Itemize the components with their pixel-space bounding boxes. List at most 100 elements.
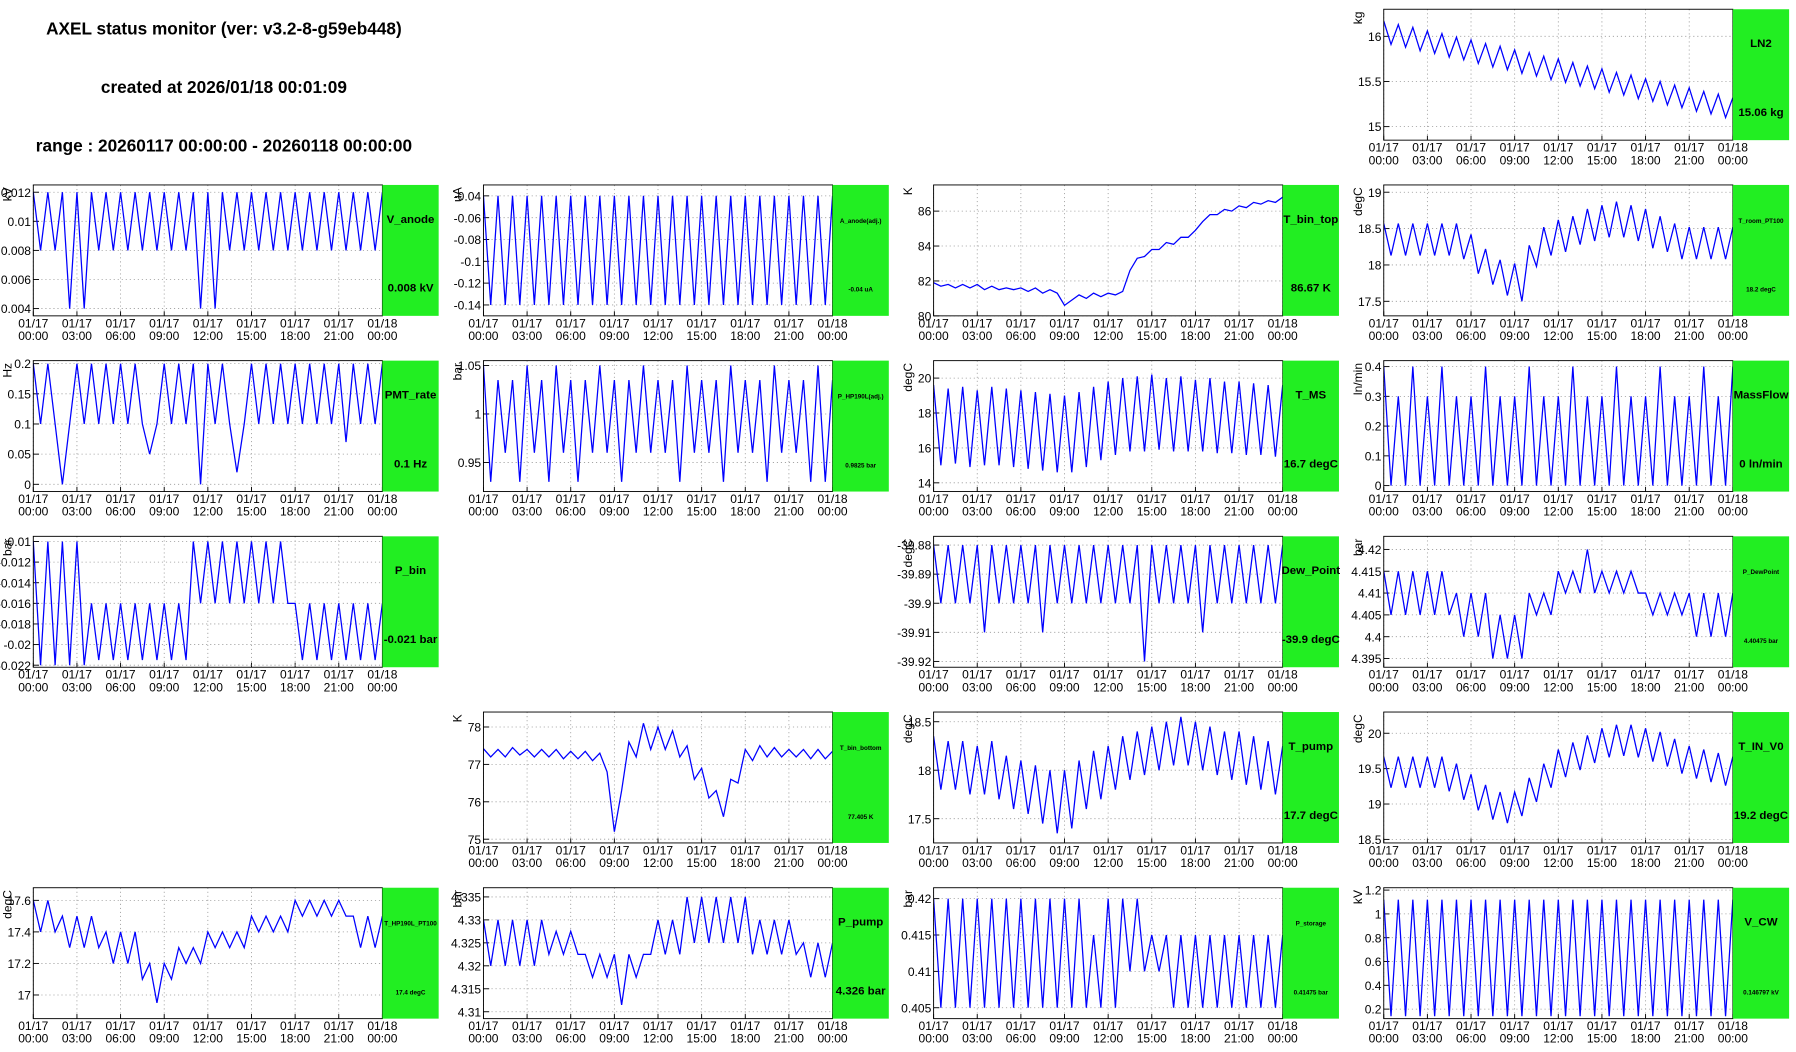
y-axis-label: degC <box>901 363 915 392</box>
x-tick-date: 01/17 <box>919 492 949 506</box>
x-tick-date: 01/17 <box>1093 1019 1123 1033</box>
x-tick-date: 01/17 <box>962 1019 992 1033</box>
y-tick-label: 0.41 <box>908 965 932 979</box>
x-tick-date: 01/17 <box>149 668 179 682</box>
x-tick-time: 18:00 <box>1630 1032 1660 1046</box>
y-tick-label: 84 <box>918 240 932 254</box>
x-tick-time: 00:00 <box>468 856 498 870</box>
x-tick-time: 21:00 <box>774 856 804 870</box>
status-name: T_MS <box>1296 390 1327 402</box>
y-tick-label: 0.3 <box>1365 390 1382 404</box>
x-tick-time: 18:00 <box>280 329 310 343</box>
x-tick-date: 01/17 <box>687 316 717 330</box>
status-value: -39.9 degC <box>1282 634 1340 646</box>
x-tick-time: 18:00 <box>280 505 310 519</box>
status-box <box>1732 887 1790 1019</box>
status-name: T_bin_top <box>1283 214 1338 226</box>
x-tick-date: 01/17 <box>1049 316 1079 330</box>
x-tick-time: 15:00 <box>1587 1032 1617 1046</box>
y-tick-label: 19 <box>1368 798 1382 812</box>
x-tick-date: 01/17 <box>512 316 542 330</box>
status-value: 4.40475 bar <box>1744 638 1779 645</box>
x-tick-time: 03:00 <box>512 329 542 343</box>
y-tick-label: 0.6 <box>1365 955 1382 969</box>
x-tick-time: 21:00 <box>324 1032 354 1046</box>
status-name: T_bin_bottom <box>840 745 882 752</box>
status-box <box>832 184 889 316</box>
panel: 01/1700:0001/1703:0001/1706:0001/1709:00… <box>901 887 1339 1046</box>
data-line <box>483 723 833 832</box>
x-tick-date: 01/17 <box>774 492 804 506</box>
x-tick-time: 12:00 <box>1543 505 1573 519</box>
x-tick-date: 01/17 <box>105 1019 135 1033</box>
x-tick-date: 01/17 <box>1224 1019 1254 1033</box>
x-tick-date: 01/17 <box>193 668 223 682</box>
x-tick-time: 18:00 <box>730 329 760 343</box>
status-name: V_anode <box>387 214 435 226</box>
y-tick-label: 80 <box>918 309 932 323</box>
x-tick-time: 00:00 <box>817 329 847 343</box>
status-box <box>1732 536 1790 668</box>
x-tick-time: 00:00 <box>919 329 949 343</box>
x-tick-date: 01/17 <box>1137 843 1167 857</box>
x-tick-date: 01/17 <box>1049 492 1079 506</box>
x-tick-date: 01/17 <box>1137 492 1167 506</box>
x-tick-date: 01/17 <box>1369 668 1399 682</box>
x-tick-date: 01/17 <box>556 1019 586 1033</box>
x-tick-time: 12:00 <box>643 505 673 519</box>
panel: 01/1700:0001/1703:0001/1706:0001/1709:00… <box>0 887 439 1046</box>
data-line <box>933 716 1283 834</box>
x-tick-date: 01/17 <box>599 1019 629 1033</box>
panel: 01/1700:0001/1703:0001/1706:0001/1709:00… <box>901 360 1339 519</box>
x-tick-date: 01/17 <box>1224 316 1254 330</box>
x-tick-time: 03:00 <box>62 680 92 694</box>
x-tick-time: 00:00 <box>367 505 397 519</box>
x-tick-date: 01/17 <box>1456 141 1486 155</box>
x-tick-time: 00:00 <box>468 329 498 343</box>
panel: 01/1700:0001/1703:0001/1706:0001/1709:00… <box>1351 8 1790 167</box>
y-tick-label: 0.8 <box>1365 931 1382 945</box>
x-tick-date: 01/17 <box>1587 843 1617 857</box>
x-tick-date: 01/17 <box>280 316 310 330</box>
x-tick-date: 01/17 <box>18 316 48 330</box>
y-tick-label: 16 <box>918 442 932 456</box>
x-tick-time: 06:00 <box>105 329 135 343</box>
data-line <box>33 898 383 1003</box>
y-axis-label: degC <box>901 714 915 743</box>
y-axis-label: degC <box>901 538 915 567</box>
y-tick-label: 0.01 <box>8 215 32 229</box>
y-tick-label: 0.95 <box>458 456 482 470</box>
panel: 01/1700:0001/1703:0001/1706:0001/1709:00… <box>1351 184 1790 343</box>
x-tick-time: 18:00 <box>1630 153 1660 167</box>
y-tick-label: 17.2 <box>8 957 32 971</box>
y-axis-label: ln/min <box>1351 363 1365 395</box>
x-tick-date: 01/17 <box>512 492 542 506</box>
status-value: -0.021 bar <box>384 634 438 646</box>
x-tick-date: 01/17 <box>236 316 266 330</box>
x-tick-time: 12:00 <box>1093 856 1123 870</box>
data-line <box>933 196 1283 307</box>
y-tick-label: -0.04 <box>454 189 482 203</box>
x-tick-date: 01/17 <box>1180 668 1210 682</box>
y-tick-label: 0.012 <box>1 186 31 200</box>
panel: 01/1700:0001/1703:0001/1706:0001/1709:00… <box>901 711 1339 870</box>
x-tick-date: 01/17 <box>280 1019 310 1033</box>
x-tick-date: 01/17 <box>1543 843 1573 857</box>
x-tick-time: 12:00 <box>643 856 673 870</box>
x-tick-date: 01/17 <box>62 1019 92 1033</box>
x-tick-time: 18:00 <box>730 505 760 519</box>
x-tick-date: 01/17 <box>1456 1019 1486 1033</box>
x-tick-time: 15:00 <box>687 1032 717 1046</box>
x-tick-date: 01/17 <box>149 492 179 506</box>
status-value: 0.146797 kV <box>1743 990 1780 997</box>
x-tick-time: 21:00 <box>1674 505 1704 519</box>
x-tick-date: 01/17 <box>18 668 48 682</box>
panel: 01/1700:0001/1703:0001/1706:0001/1709:00… <box>1351 535 1790 694</box>
y-tick-label: 4.325 <box>451 936 481 950</box>
x-tick-date: 01/17 <box>468 843 498 857</box>
x-tick-date: 01/17 <box>599 316 629 330</box>
data-line <box>483 365 833 482</box>
x-tick-date: 01/17 <box>324 1019 354 1033</box>
x-tick-time: 09:00 <box>1049 505 1079 519</box>
y-tick-label: -0.018 <box>0 618 31 632</box>
